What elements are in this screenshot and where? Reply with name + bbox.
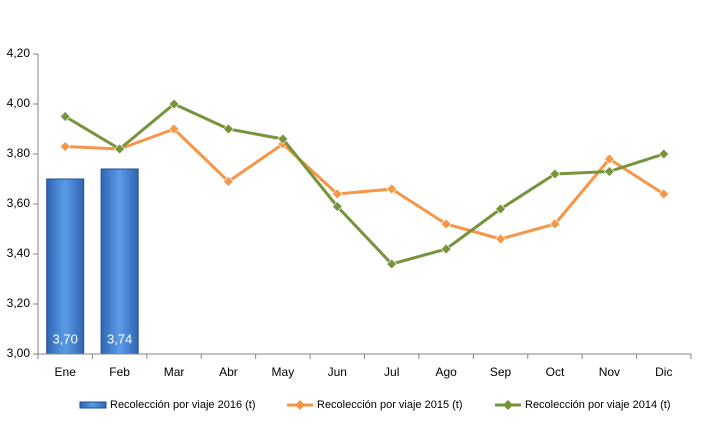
legend-marker — [295, 400, 305, 410]
marker — [168, 123, 180, 135]
y-tick-label: 3,00 — [7, 346, 31, 360]
marker — [168, 98, 180, 110]
marker — [495, 233, 506, 245]
x-tick-label: Ene — [55, 365, 77, 379]
marker — [549, 218, 561, 230]
bar-value-label: 3,70 — [53, 331, 78, 346]
line — [64, 102, 665, 266]
bar-value-label: 3,74 — [107, 331, 132, 346]
bar — [100, 168, 139, 355]
legend-marker — [503, 400, 513, 410]
marker — [603, 153, 615, 165]
legend-label: Recolección por viaje 2015 (t) — [317, 399, 463, 411]
x-tick-label: Nov — [599, 365, 620, 379]
x-tick-label: Mar — [164, 365, 185, 379]
marker — [331, 201, 343, 212]
marker — [440, 218, 452, 230]
x-tick-label: Feb — [109, 365, 130, 379]
marker — [114, 143, 126, 155]
x-tick-label: Abr — [219, 365, 238, 379]
marker — [440, 243, 452, 255]
legend-label: Recolección por viaje 2014 (t) — [525, 399, 671, 411]
marker — [223, 176, 234, 187]
y-tick-label: 4,20 — [7, 46, 31, 60]
marker — [603, 166, 615, 177]
line — [65, 127, 665, 241]
legend-label: Recolección por viaje 2016 (t) — [110, 399, 256, 411]
x-tick-label: Sep — [490, 365, 512, 379]
marker — [277, 133, 289, 145]
marker — [658, 148, 670, 160]
x-tick-label: Oct — [546, 365, 565, 379]
bar — [46, 178, 85, 355]
marker — [495, 203, 506, 215]
x-tick-label: May — [272, 365, 295, 379]
x-tick-label: Jun — [328, 365, 347, 379]
y-tick-label: 4,00 — [7, 96, 31, 110]
marker — [223, 123, 234, 135]
marker — [331, 188, 343, 200]
x-tick-label: Jul — [384, 365, 399, 379]
legend-swatch — [79, 401, 107, 409]
marker — [549, 168, 561, 180]
marker — [658, 188, 670, 200]
y-tick-label: 3,60 — [7, 196, 31, 210]
x-tick-label: Ago — [435, 365, 457, 379]
y-tick-label: 3,80 — [7, 146, 31, 160]
marker — [386, 258, 398, 270]
marker — [59, 141, 71, 152]
y-tick-label: 3,40 — [7, 246, 31, 260]
marker — [386, 183, 398, 195]
x-tick-label: Dic — [655, 365, 672, 379]
marker — [59, 111, 71, 122]
y-tick-label: 3,20 — [7, 296, 31, 310]
